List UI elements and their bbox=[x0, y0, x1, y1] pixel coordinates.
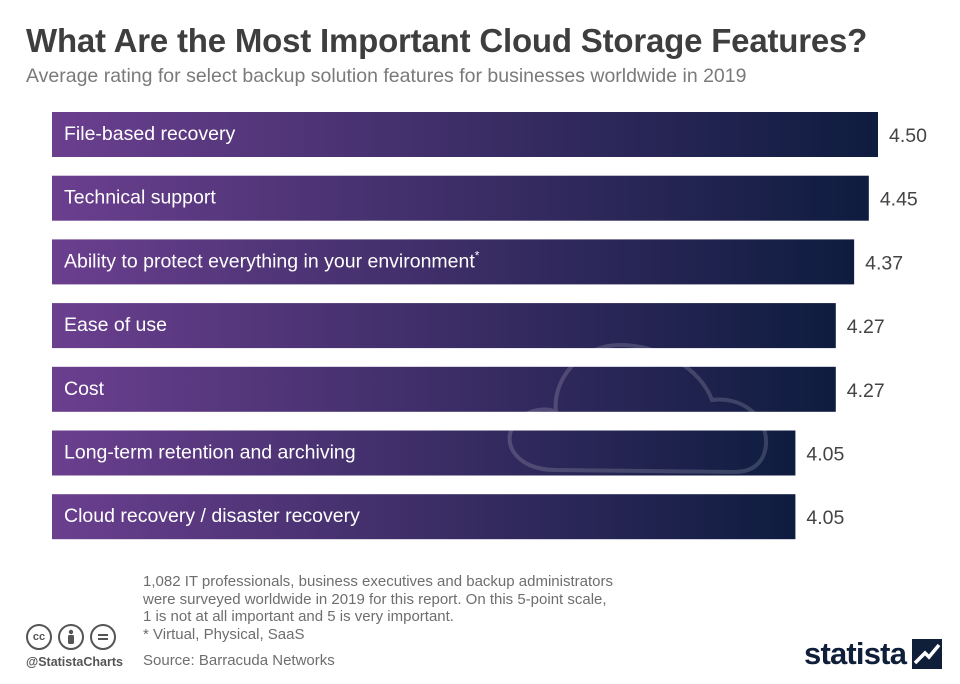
bar-category-label: Cloud recovery / disaster recovery bbox=[64, 505, 360, 527]
source-link[interactable]: Source: Barracuda Networks bbox=[143, 652, 335, 669]
attribution-icon[interactable] bbox=[58, 624, 84, 650]
bar bbox=[52, 239, 855, 285]
footnote-line: 1,082 IT professionals, business executi… bbox=[143, 573, 613, 590]
license-icons[interactable]: cc bbox=[26, 624, 116, 650]
statista-logo[interactable]: statista bbox=[804, 636, 943, 672]
cc-icon[interactable]: cc bbox=[26, 624, 52, 650]
bar bbox=[52, 366, 836, 412]
bar-category-label: Technical support bbox=[64, 187, 216, 209]
footnote-marker: * bbox=[475, 248, 480, 262]
chart-subtitle: Average rating for select backup solutio… bbox=[26, 65, 747, 87]
cloud-icon bbox=[507, 342, 769, 475]
bar-category-label: Ease of use bbox=[64, 314, 167, 336]
bar-value-label: 4.05 bbox=[806, 507, 844, 529]
bar-value-label: 4.27 bbox=[847, 316, 885, 338]
bar bbox=[52, 303, 836, 349]
bar-category-label: Cost bbox=[64, 378, 105, 400]
bar bbox=[52, 430, 796, 476]
bar-category-label: Ability to protect everything in your en… bbox=[64, 248, 480, 272]
footnote-line: * Virtual, Physical, SaaS bbox=[143, 625, 305, 643]
bar-chart: File-based recovery 4.50 Technical support… bbox=[52, 112, 927, 540]
bar bbox=[52, 175, 869, 221]
brand-name: statista bbox=[804, 636, 907, 671]
bar-value-label: 4.27 bbox=[847, 380, 885, 402]
chart-title: What Are the Most Important Cloud Storag… bbox=[26, 22, 868, 59]
bar-value-label: 4.50 bbox=[889, 125, 927, 147]
no-derivatives-icon[interactable] bbox=[90, 624, 116, 650]
bar-value-label: 4.37 bbox=[865, 252, 903, 274]
footnote: 1,082 IT professionals, business executi… bbox=[143, 573, 613, 643]
bar-value-label: 4.05 bbox=[806, 444, 844, 466]
statista-logo-icon bbox=[912, 639, 943, 669]
bar bbox=[52, 112, 878, 157]
footnote-line: were surveyed worldwide in 2019 for this… bbox=[143, 590, 607, 608]
bar-category-label: Long-term retention and archiving bbox=[64, 442, 356, 464]
social-handle[interactable]: @StatistaCharts bbox=[26, 655, 123, 669]
bar-category-label: File-based recovery bbox=[64, 123, 235, 145]
footnote-line: 1 is not at all important and 5 is very … bbox=[143, 608, 454, 625]
bar bbox=[52, 494, 796, 540]
bar-value-label: 4.45 bbox=[880, 189, 918, 211]
